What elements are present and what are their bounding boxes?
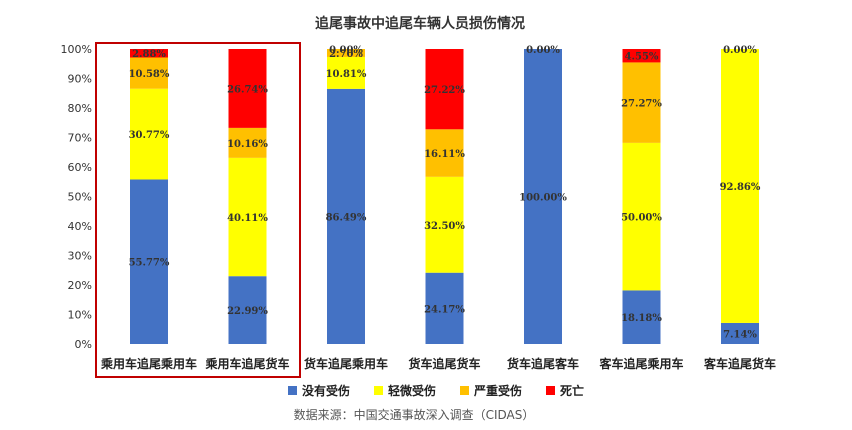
legend: 没有受伤 轻微受伤 严重受伤 死亡 xyxy=(288,383,584,398)
bar-segment xyxy=(327,56,365,89)
data-label: 0.00% xyxy=(526,45,560,56)
data-label: 10.16% xyxy=(227,139,268,150)
data-label: 27.22% xyxy=(424,85,465,96)
category-label: 货车追尾客车 xyxy=(507,356,579,371)
data-label: 30.77% xyxy=(129,130,170,141)
data-label: 86.49% xyxy=(326,212,367,223)
category-label: 货车追尾乘用车 xyxy=(304,356,388,371)
bar-segment xyxy=(130,57,168,89)
category-label: 货车追尾货车 xyxy=(408,356,480,371)
bar-segment xyxy=(622,290,661,344)
data-label: 32.50% xyxy=(424,221,465,232)
bar-segment xyxy=(425,176,464,273)
category-labels: 乘用车追尾乘用车 乘用车追尾货车 货车追尾乘用车 货车追尾货车 货车追尾客车 客车追尾乘用… xyxy=(100,356,776,371)
legend-swatch xyxy=(288,386,297,395)
category-label: 乘用车追尾货车 xyxy=(204,356,289,371)
data-label: 16.11% xyxy=(424,149,465,160)
y-tick-label: 90% xyxy=(68,73,92,86)
data-label: 10.58% xyxy=(129,69,170,80)
legend-label: 轻微受伤 xyxy=(388,383,436,398)
legend-label: 死亡 xyxy=(560,383,584,398)
category-label: 客车追尾乘用车 xyxy=(598,356,683,371)
data-label: 0.00% xyxy=(723,45,757,56)
y-tick-label: 20% xyxy=(68,279,92,292)
data-label: 22.99% xyxy=(227,306,268,317)
bar-segment xyxy=(425,272,464,344)
legend-swatch xyxy=(546,386,555,395)
bar-segment xyxy=(228,127,267,158)
y-tick-label: 80% xyxy=(68,102,92,115)
bar-segment xyxy=(524,49,562,344)
data-label: 100.00% xyxy=(519,193,567,204)
bar-segment xyxy=(327,88,365,345)
bar-segment xyxy=(228,157,267,277)
highlight-box xyxy=(95,42,301,378)
data-label: 55.77% xyxy=(129,258,170,269)
legend-label: 没有受伤 xyxy=(302,383,350,398)
data-label: 7.14% xyxy=(723,329,757,340)
data-label: 2.70% xyxy=(329,49,363,60)
legend-swatch xyxy=(374,386,383,395)
bar-segment xyxy=(622,49,661,63)
bar-segment xyxy=(721,49,759,323)
legend-label: 严重受伤 xyxy=(473,383,522,398)
bar-segment xyxy=(228,276,267,344)
category-label: 客车追尾货车 xyxy=(703,356,776,371)
data-label: 10.81% xyxy=(326,69,367,80)
data-label: 0.00% xyxy=(329,45,363,56)
data-label: 50.00% xyxy=(621,213,662,224)
legend-swatch xyxy=(460,386,469,395)
y-tick-label: 30% xyxy=(68,250,92,263)
data-label: 26.74% xyxy=(227,84,268,95)
y-tick-label: 10% xyxy=(68,309,92,322)
data-label: 2.88% xyxy=(132,49,166,60)
bar-segment xyxy=(425,49,464,130)
data-label: 92.86% xyxy=(720,182,761,193)
bars xyxy=(130,49,759,345)
bar-segment xyxy=(622,142,661,291)
data-label: 40.11% xyxy=(227,213,268,224)
chart-title: 追尾事故中追尾车辆人员损伤情况 xyxy=(315,15,525,32)
y-tick-label: 100% xyxy=(61,43,92,56)
y-axis: 0% 10% 20% 30% 40% 50% 60% 70% 80% 90% 100% xyxy=(61,43,92,351)
bar-segment xyxy=(622,62,661,143)
source-note: 数据来源：中国交通事故深入调查（CIDAS） xyxy=(294,407,535,422)
bar-segment xyxy=(130,179,168,344)
bar-segment xyxy=(327,49,365,57)
bar-segment xyxy=(228,49,267,128)
bar-segment xyxy=(130,49,168,58)
data-label: 18.18% xyxy=(621,313,662,324)
data-labels: 55.77% 30.77% 10.58% 2.88% 22.99% 40.11% 10.16… xyxy=(129,45,761,340)
category-label: 乘用车追尾乘用车 xyxy=(100,356,197,371)
y-tick-label: 70% xyxy=(68,132,92,145)
y-tick-label: 0% xyxy=(75,338,92,351)
bar-segment xyxy=(425,129,464,177)
bar-segment xyxy=(130,88,168,180)
data-label: 24.17% xyxy=(424,304,465,315)
y-tick-label: 40% xyxy=(68,220,92,233)
y-tick-label: 60% xyxy=(68,161,92,174)
y-tick-label: 50% xyxy=(68,191,92,204)
bar-segment xyxy=(721,322,759,344)
data-label: 4.55% xyxy=(625,52,659,63)
data-label: 27.27% xyxy=(621,99,662,110)
